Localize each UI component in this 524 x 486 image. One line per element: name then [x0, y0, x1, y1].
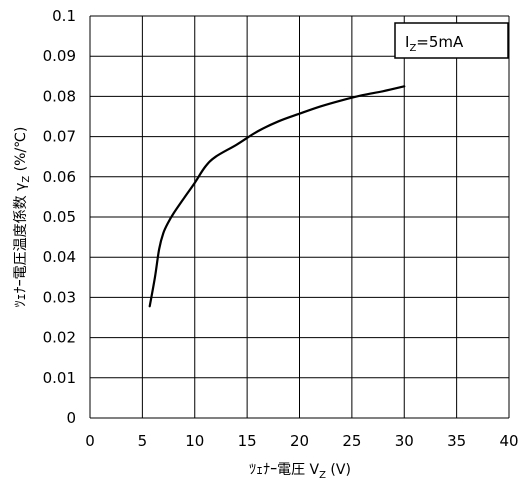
x-tick-label: 0 [85, 432, 95, 450]
x-tick-label: 10 [185, 432, 204, 450]
x-tick-label: 40 [499, 432, 518, 450]
y-axis-label-sub: Z [21, 176, 32, 183]
x-axis-label-sub: Z [319, 470, 326, 481]
legend-label: IZ=5mA [405, 33, 464, 54]
y-tick-labels: 0 0.01 0.02 0.03 0.04 0.05 0.06 0.07 0.08 0.09 0.1 [43, 7, 76, 427]
y-tick-label: 0.03 [43, 288, 76, 306]
y-tick-label: 0.04 [43, 248, 76, 266]
y-tick-label: 0.1 [52, 7, 76, 25]
y-tick-label: 0.08 [43, 87, 76, 105]
y-tick-label: 0.05 [43, 208, 76, 226]
y-tick-label: 0.06 [43, 168, 76, 186]
x-axis-label-unit: (V) [326, 462, 351, 478]
y-axis-label-unit: (%/℃) [13, 127, 29, 176]
y-tick-label: 0.01 [43, 369, 76, 387]
legend-i: I [405, 33, 409, 51]
series-line [148, 85, 406, 308]
x-tick-label: 25 [342, 432, 361, 450]
x-tick-label: 5 [138, 432, 148, 450]
x-tick-label: 35 [447, 432, 466, 450]
y-tick-label: 0.07 [43, 128, 76, 146]
x-tick-label: 15 [238, 432, 257, 450]
x-tick-labels: 0 5 10 15 20 25 30 35 40 [85, 432, 518, 450]
x-tick-label: 20 [290, 432, 309, 450]
x-axis-label: ﾂｪﾅｰ電圧 VZ (V) [249, 462, 351, 481]
y-axis-label: ﾂｪﾅｰ電圧温度係数 γZ (%/℃) [13, 127, 32, 308]
legend-box [394, 22, 509, 59]
y-axis-label-main: ﾂｪﾅｰ電圧温度係数 γ [13, 183, 29, 308]
x-tick-label: 30 [395, 432, 414, 450]
y-tick-label: 0.02 [43, 329, 76, 347]
x-axis-label-main: ﾂｪﾅｰ電圧 V [249, 462, 319, 478]
legend-sub: Z [409, 43, 416, 54]
y-tick-label: 0.09 [43, 47, 76, 65]
legend-rest: =5mA [416, 33, 464, 51]
y-tick-label: 0 [66, 409, 76, 427]
legend: IZ=5mA [394, 22, 509, 59]
